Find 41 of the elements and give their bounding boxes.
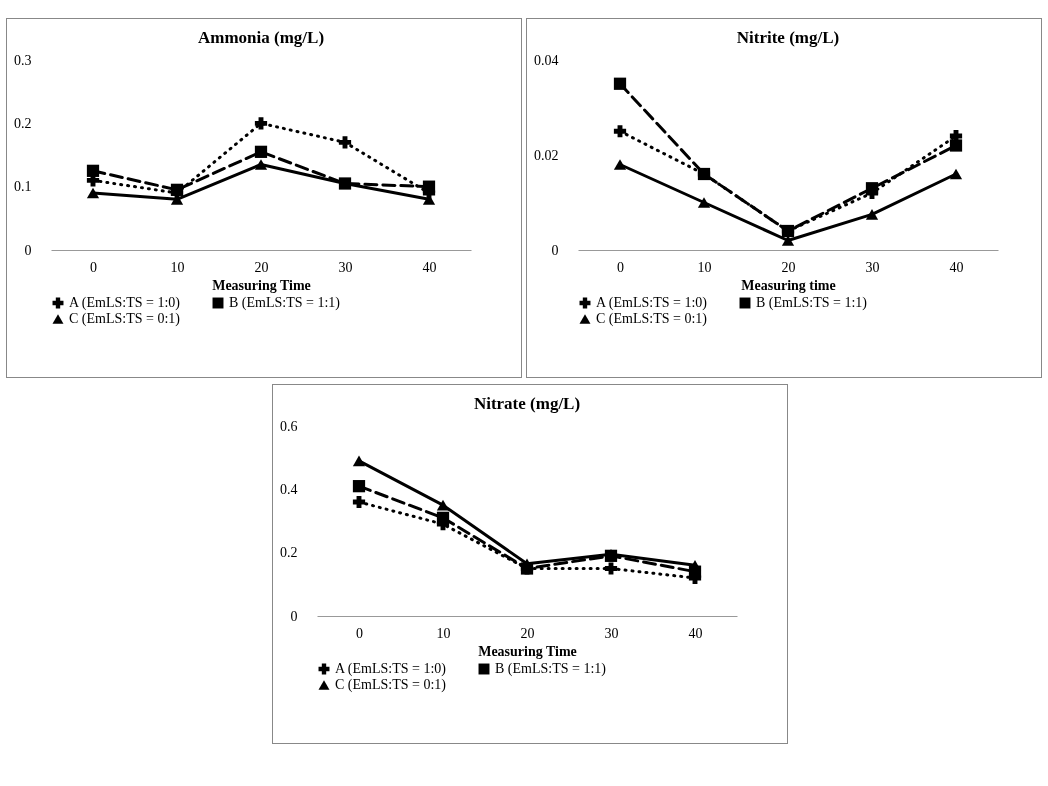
x-tick-label: 40 [422, 259, 437, 275]
legend-label: A (EmLS:TS = 1:0) [596, 295, 708, 311]
y-tick-label: 0.6 [280, 418, 298, 434]
legend-label: B (EmLS:TS = 1:1) [495, 661, 607, 677]
x-tick-label: 40 [949, 259, 964, 275]
x-tick-label: 20 [781, 259, 796, 275]
x-tick-label: 30 [338, 259, 353, 275]
y-tick-label: 0.1 [14, 179, 32, 195]
legend-label: C (EmLS:TS = 0:1) [69, 311, 181, 327]
y-tick-label: 0.2 [280, 545, 298, 561]
y-tick-label: 0.4 [280, 481, 298, 497]
x-tick-label: 0 [617, 259, 624, 275]
legend-label: A (EmLS:TS = 1:0) [69, 295, 181, 311]
x-tick-label: 40 [688, 625, 703, 641]
x-axis-title: Measuring Time [478, 643, 577, 659]
y-tick-label: 0 [24, 242, 32, 258]
y-tick-label: 0.3 [14, 52, 32, 68]
chart-title: Nitrate (mg/L) [473, 394, 581, 413]
x-tick-label: 0 [90, 259, 97, 275]
x-tick-label: 10 [170, 259, 185, 275]
x-tick-label: 10 [436, 625, 451, 641]
x-tick-label: 30 [604, 625, 619, 641]
x-axis-title: Measuring time [741, 277, 836, 293]
x-tick-label: 30 [865, 259, 880, 275]
chart-title: Ammonia (mg/L) [197, 28, 325, 47]
legend-label: A (EmLS:TS = 1:0) [335, 661, 447, 677]
x-tick-label: 20 [520, 625, 535, 641]
y-tick-label: 0.02 [534, 147, 559, 163]
legend-label: C (EmLS:TS = 0:1) [335, 677, 447, 693]
x-tick-label: 10 [697, 259, 712, 275]
y-tick-label: 0 [290, 608, 298, 624]
legend-label: C (EmLS:TS = 0:1) [596, 311, 708, 327]
legend-label: B (EmLS:TS = 1:1) [756, 295, 868, 311]
y-tick-label: 0 [551, 242, 559, 258]
y-tick-label: 0.04 [534, 52, 559, 68]
legend-label: B (EmLS:TS = 1:1) [229, 295, 341, 311]
x-tick-label: 0 [356, 625, 363, 641]
y-tick-label: 0.2 [14, 115, 32, 131]
x-tick-label: 20 [254, 259, 269, 275]
x-axis-title: Measuring Time [212, 277, 311, 293]
chart-title: Nitrite (mg/L) [736, 28, 840, 47]
